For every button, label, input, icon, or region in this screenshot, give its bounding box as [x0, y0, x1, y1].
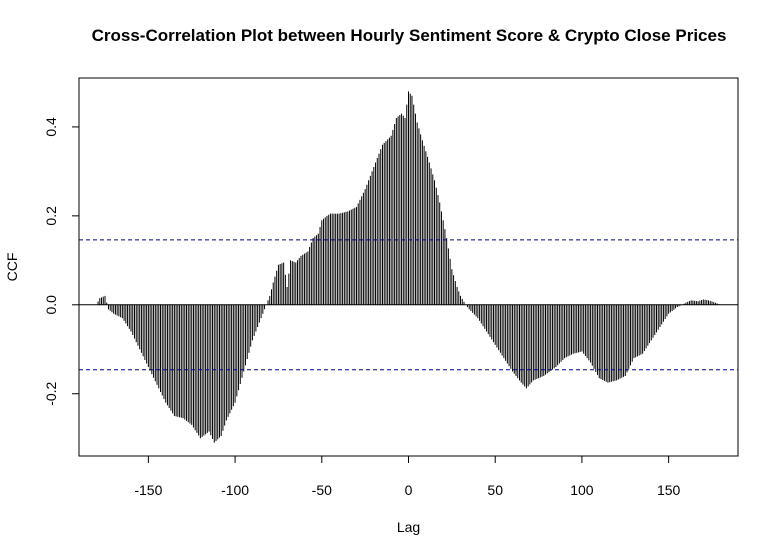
y-tick-label: 0.2 [43, 206, 59, 226]
x-tick-label: -100 [221, 482, 249, 498]
y-tick-label: 0.0 [43, 295, 59, 315]
y-tick-label: -0.2 [43, 381, 59, 405]
y-axis-label: CCF [4, 253, 20, 282]
x-tick-label: 0 [405, 482, 413, 498]
x-tick-label: -150 [134, 482, 162, 498]
y-axis: -0.2 0.0 0.2 0.4 [43, 117, 80, 406]
ccf-bars [97, 91, 720, 443]
x-axis-label: Lag [397, 519, 420, 535]
y-tick-label: 0.4 [43, 117, 59, 137]
chart-title: Cross-Correlation Plot between Hourly Se… [92, 26, 727, 45]
x-tick-label: 50 [487, 482, 503, 498]
x-tick-label: 100 [570, 482, 594, 498]
x-axis: -150 -100 -50 0 50 100 150 [134, 455, 681, 498]
x-tick-label: -50 [312, 482, 332, 498]
x-tick-label: 150 [657, 482, 681, 498]
